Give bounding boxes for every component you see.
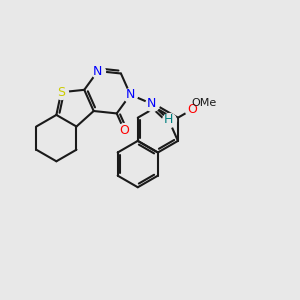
Text: O: O: [187, 103, 197, 116]
Text: O: O: [119, 124, 129, 137]
Text: OMe: OMe: [191, 98, 217, 108]
Text: N: N: [93, 64, 103, 78]
Text: N: N: [147, 97, 156, 110]
Text: S: S: [57, 86, 65, 99]
Text: N: N: [126, 88, 135, 101]
Text: H: H: [164, 113, 173, 126]
